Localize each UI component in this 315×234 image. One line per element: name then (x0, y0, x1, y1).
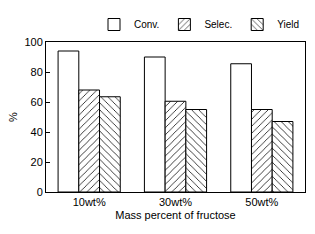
svg-text:%: % (7, 112, 19, 122)
svg-text:Selec.: Selec. (204, 19, 232, 30)
svg-text:50wt%: 50wt% (245, 196, 278, 208)
svg-text:100: 100 (24, 36, 42, 48)
svg-text:80: 80 (31, 66, 43, 78)
svg-text:60: 60 (31, 96, 43, 108)
svg-text:Conv.: Conv. (134, 19, 159, 30)
svg-text:20: 20 (31, 156, 43, 168)
svg-text:0: 0 (37, 186, 43, 198)
svg-text:Yield: Yield (277, 19, 299, 30)
svg-text:10wt%: 10wt% (73, 196, 106, 208)
svg-text:30wt%: 30wt% (159, 196, 192, 208)
svg-text:Mass percent of fructose: Mass percent of fructose (115, 209, 235, 221)
svg-text:40: 40 (31, 126, 43, 138)
